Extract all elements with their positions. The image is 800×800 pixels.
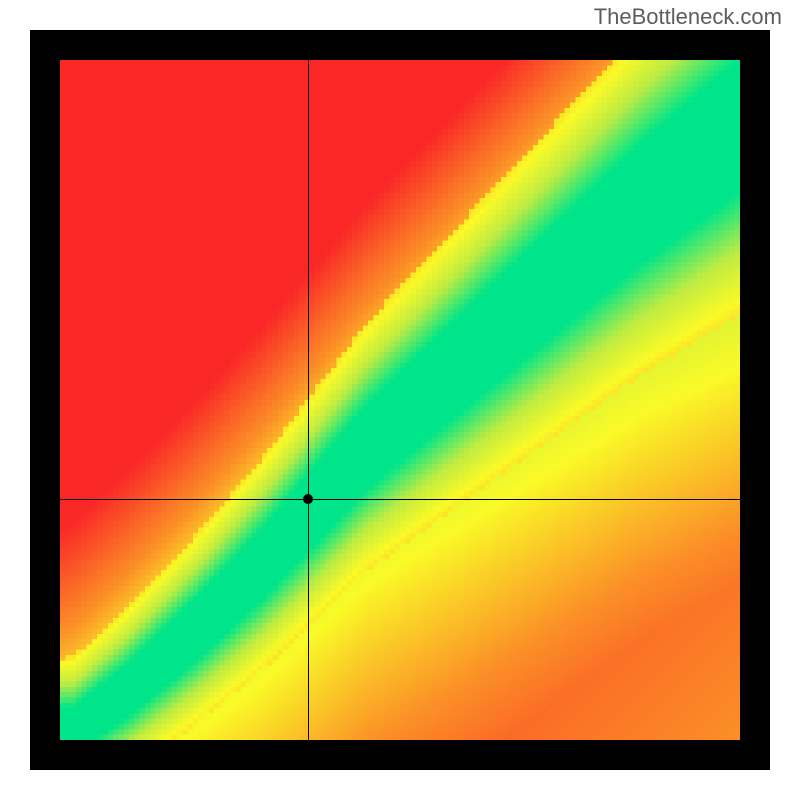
heatmap-plot-area: [60, 60, 740, 740]
chart-frame: [30, 30, 770, 770]
heatmap-canvas: [60, 60, 740, 740]
crosshair-horizontal: [60, 499, 740, 500]
watermark-text: TheBottleneck.com: [594, 4, 782, 30]
crosshair-vertical: [308, 60, 309, 740]
selection-marker: [303, 494, 313, 504]
